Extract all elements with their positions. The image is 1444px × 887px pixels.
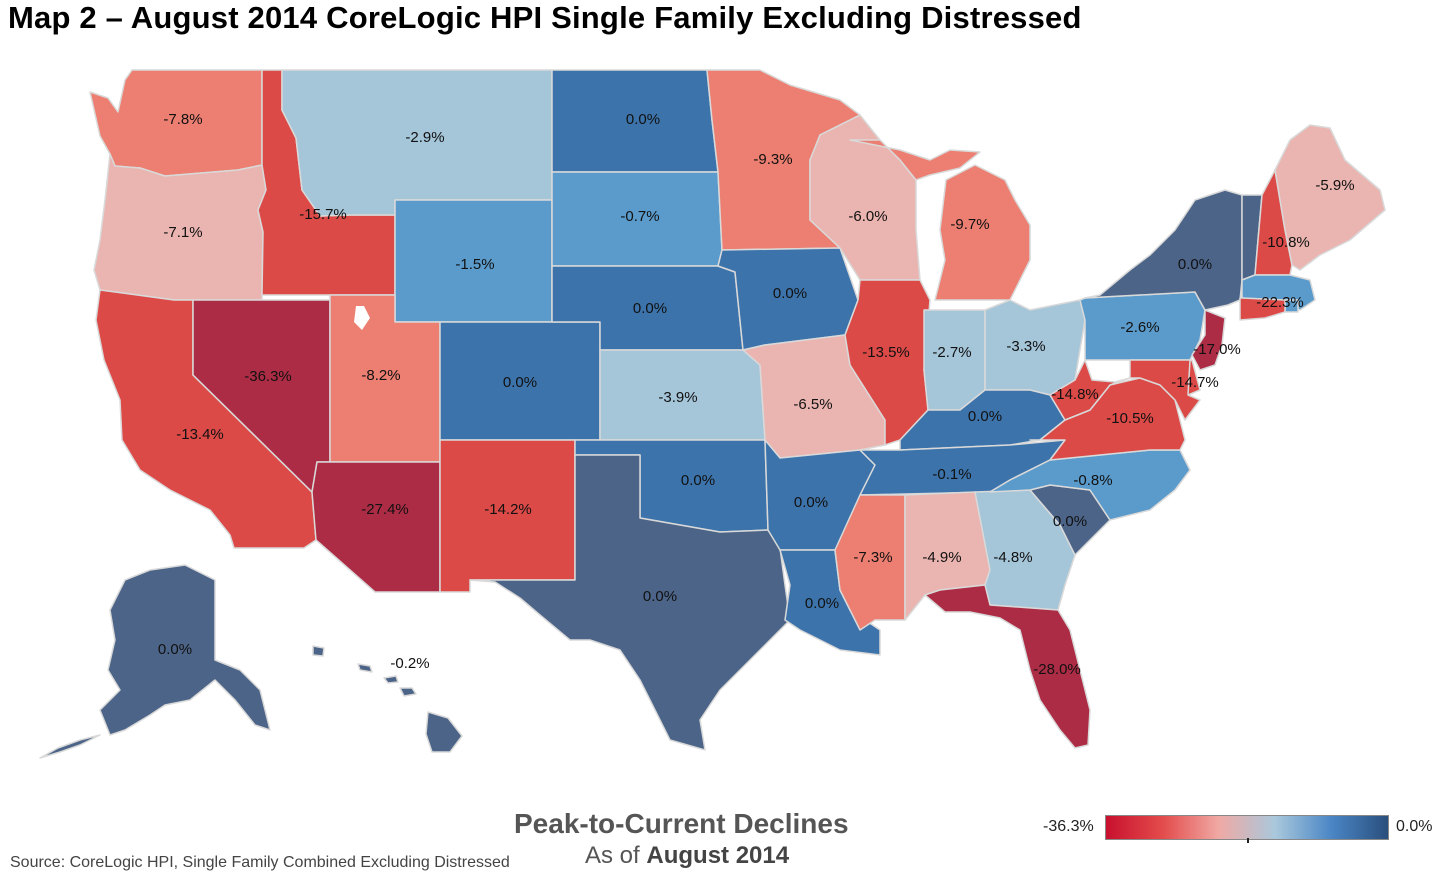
state-label-nd: 0.0% bbox=[626, 111, 660, 128]
state-mi bbox=[934, 164, 1031, 301]
state-ny bbox=[1084, 189, 1243, 311]
state-label-il: -13.5% bbox=[862, 344, 910, 361]
map-title: Map 2 – August 2014 CoreLogic HPI Single… bbox=[8, 0, 1082, 35]
state-md bbox=[1129, 359, 1201, 421]
state-label-al: -4.9% bbox=[922, 549, 961, 566]
state-label-or: -7.1% bbox=[163, 224, 202, 241]
state-label-va: -10.5% bbox=[1106, 410, 1154, 427]
state-label-mi: -9.7% bbox=[950, 216, 989, 233]
state-label-co: 0.0% bbox=[503, 374, 537, 391]
state-hi-part bbox=[312, 645, 325, 657]
state-label-nh: -10.8% bbox=[1262, 234, 1310, 251]
state-ak-part bbox=[39, 734, 101, 759]
state-label-tx: 0.0% bbox=[643, 588, 677, 605]
state-label-nj: -17.0% bbox=[1193, 341, 1241, 358]
state-nj bbox=[1191, 309, 1226, 371]
state-label-ut: -8.2% bbox=[361, 367, 400, 384]
state-label-sd: -0.7% bbox=[620, 208, 659, 225]
state-label-md: -14.7% bbox=[1171, 374, 1219, 391]
state-label-mn: -9.3% bbox=[753, 151, 792, 168]
state-label-pa: -2.6% bbox=[1120, 319, 1159, 336]
legend-max-label: 0.0% bbox=[1396, 818, 1433, 835]
state-mi-part bbox=[849, 139, 981, 181]
great-salt-lake bbox=[354, 306, 370, 330]
state-label-sc: 0.0% bbox=[1053, 513, 1087, 530]
state-ct bbox=[1239, 297, 1286, 321]
state-tx bbox=[469, 454, 791, 751]
state-label-hi: -0.2% bbox=[390, 655, 429, 672]
state-hi-part bbox=[357, 663, 373, 673]
state-hi-part bbox=[383, 675, 399, 684]
legend-color-scale bbox=[1105, 815, 1389, 840]
state-label-nv: -36.3% bbox=[244, 368, 292, 385]
state-label-fl: -28.0% bbox=[1033, 661, 1081, 678]
legend-min-label: -36.3% bbox=[1043, 818, 1094, 835]
state-label-wv: -14.8% bbox=[1051, 386, 1099, 403]
state-hi-part bbox=[399, 687, 417, 697]
state-me bbox=[1274, 124, 1386, 271]
state-label-wi: -6.0% bbox=[848, 208, 887, 225]
legend-subtitle: As of August 2014 bbox=[585, 842, 789, 870]
state-label-nm: -14.2% bbox=[484, 501, 532, 518]
state-il bbox=[844, 279, 931, 446]
state-label-ct: -22.3% bbox=[1256, 294, 1304, 311]
state-label-mo: -6.5% bbox=[793, 396, 832, 413]
legend-subtitle-prefix: As of bbox=[585, 842, 640, 869]
state-label-ny: 0.0% bbox=[1178, 256, 1212, 273]
state-fl bbox=[924, 584, 1091, 749]
state-label-wy: -1.5% bbox=[455, 256, 494, 273]
state-label-id: -15.7% bbox=[299, 206, 347, 223]
state-label-ia: 0.0% bbox=[773, 285, 807, 302]
legend-title: Peak-to-Current Declines bbox=[514, 808, 849, 839]
state-label-az: -27.4% bbox=[361, 501, 409, 518]
legend-subtitle-date: August 2014 bbox=[646, 842, 790, 869]
legend-scale-tick bbox=[1247, 838, 1249, 843]
state-az bbox=[311, 461, 441, 593]
state-label-ks: -3.9% bbox=[658, 389, 697, 406]
state-hi-part bbox=[425, 711, 463, 753]
source-note: Source: CoreLogic HPI, Single Family Com… bbox=[10, 854, 510, 871]
state-label-mt: -2.9% bbox=[405, 129, 444, 146]
state-label-ms: -7.3% bbox=[853, 549, 892, 566]
state-label-oh: -3.3% bbox=[1006, 338, 1045, 355]
state-wv bbox=[1049, 359, 1131, 421]
state-label-wa: -7.8% bbox=[163, 111, 202, 128]
state-label-ar: 0.0% bbox=[794, 494, 828, 511]
state-label-ak: 0.0% bbox=[158, 641, 192, 658]
state-label-ga: -4.8% bbox=[993, 549, 1032, 566]
state-label-nc: -0.8% bbox=[1073, 472, 1112, 489]
state-label-me: -5.9% bbox=[1315, 177, 1354, 194]
state-label-ca: -13.4% bbox=[176, 426, 224, 443]
state-label-in: -2.7% bbox=[932, 344, 971, 361]
state-label-ky: 0.0% bbox=[968, 408, 1002, 425]
state-ak bbox=[99, 564, 271, 736]
state-label-ne: 0.0% bbox=[633, 300, 667, 317]
state-wi bbox=[809, 114, 921, 281]
state-label-tn: -0.1% bbox=[932, 466, 971, 483]
state-label-ok: 0.0% bbox=[681, 472, 715, 489]
state-label-la: 0.0% bbox=[805, 595, 839, 612]
